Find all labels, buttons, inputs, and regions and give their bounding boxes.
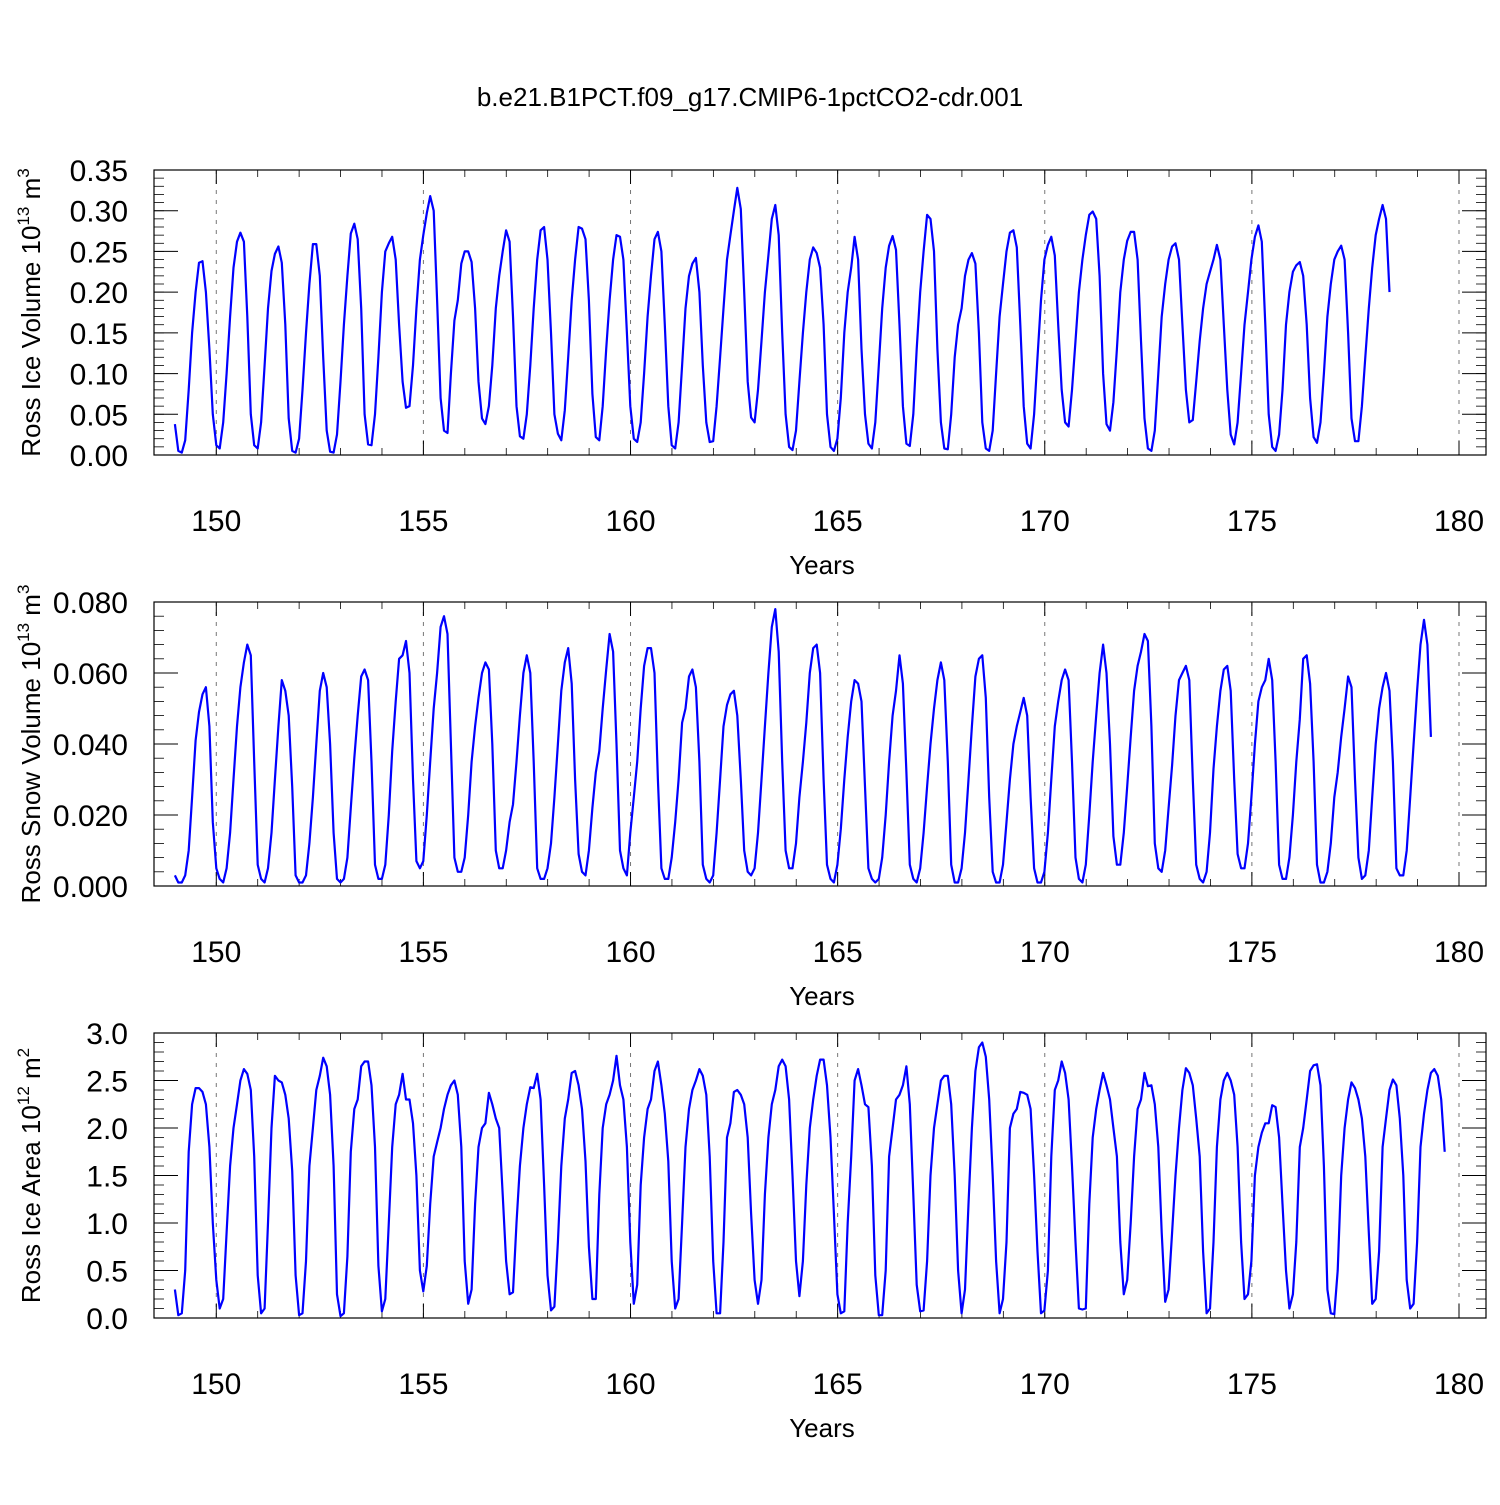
x-tick-label: 150 bbox=[191, 505, 241, 538]
x-tick-label: 160 bbox=[605, 1368, 655, 1401]
x-axis-label: Years bbox=[789, 550, 855, 580]
x-tick-label: 165 bbox=[813, 505, 863, 538]
x-tick-label: 150 bbox=[191, 936, 241, 969]
y-tick-label: 2.0 bbox=[86, 1113, 128, 1146]
x-tick-label: 180 bbox=[1434, 1368, 1484, 1401]
x-tick-label: 170 bbox=[1020, 1368, 1070, 1401]
x-tick-label: 175 bbox=[1227, 505, 1277, 538]
series-line bbox=[173, 1041, 1446, 1318]
y-axis-label: Ross Ice Volume 1013 m3 bbox=[14, 168, 46, 457]
y-tick-label: 0.05 bbox=[70, 399, 128, 432]
x-tick-label: 180 bbox=[1434, 936, 1484, 969]
y-tick-label: 0.080 bbox=[53, 587, 128, 620]
y-tick-label: 0.000 bbox=[53, 871, 128, 904]
plot-frame bbox=[153, 169, 1487, 456]
y-tick-label: 0.00 bbox=[70, 440, 128, 473]
x-tick-label: 175 bbox=[1227, 936, 1277, 969]
y-tick-label: 0.15 bbox=[70, 318, 128, 351]
y-tick-label: 0.0 bbox=[86, 1303, 128, 1336]
x-tick-label: 160 bbox=[605, 505, 655, 538]
plot-frame bbox=[153, 601, 1487, 887]
series-line bbox=[173, 607, 1432, 884]
x-axis-label: Years bbox=[789, 1413, 855, 1443]
x-axis-label: Years bbox=[789, 981, 855, 1011]
y-tick-label: 0.20 bbox=[70, 277, 128, 310]
x-tick-label: 170 bbox=[1020, 505, 1070, 538]
panel-ice-area: 150 155 160 165 170 175 180 Years 0.0 0.5 1.0 1.5 2.… bbox=[14, 1018, 1487, 1443]
x-tick-label: 165 bbox=[813, 936, 863, 969]
panel-ice-volume: 150 155 160 165 170 175 180 Years 0.00 0.05 0.10 0.… bbox=[14, 155, 1487, 580]
x-tick-label: 155 bbox=[398, 936, 448, 969]
x-tick-label: 170 bbox=[1020, 936, 1070, 969]
series-line bbox=[173, 186, 1391, 454]
panel-snow-volume: 150 155 160 165 170 175 180 Years 0.000 0.020 0.04… bbox=[14, 585, 1487, 1011]
y-tick-label: 0.35 bbox=[70, 155, 128, 188]
y-tick-label: 0.060 bbox=[53, 658, 128, 691]
y-tick-label: 2.5 bbox=[86, 1066, 128, 1099]
x-tick-label: 155 bbox=[398, 505, 448, 538]
x-tick-label: 150 bbox=[191, 1368, 241, 1401]
y-tick-label: 1.5 bbox=[86, 1161, 128, 1194]
x-tick-label: 160 bbox=[605, 936, 655, 969]
y-tick-label: 0.020 bbox=[53, 800, 128, 833]
chart-title: b.e21.B1PCT.f09_g17.CMIP6-1pctCO2-cdr.00… bbox=[477, 82, 1023, 112]
y-tick-label: 0.5 bbox=[86, 1256, 128, 1289]
y-axis-label: Ross Ice Area 1012 m2 bbox=[14, 1048, 46, 1303]
x-tick-label: 165 bbox=[813, 1368, 863, 1401]
y-tick-label: 0.25 bbox=[70, 236, 128, 269]
y-tick-label: 3.0 bbox=[86, 1018, 128, 1051]
y-tick-label: 0.040 bbox=[53, 729, 128, 762]
x-tick-label: 180 bbox=[1434, 505, 1484, 538]
y-axis-label: Ross Snow Volume 1013 m3 bbox=[14, 585, 46, 904]
x-tick-label: 175 bbox=[1227, 1368, 1277, 1401]
y-tick-label: 0.30 bbox=[70, 196, 128, 229]
x-tick-label: 155 bbox=[398, 1368, 448, 1401]
y-tick-label: 0.10 bbox=[70, 359, 128, 392]
y-tick-label: 1.0 bbox=[86, 1208, 128, 1241]
